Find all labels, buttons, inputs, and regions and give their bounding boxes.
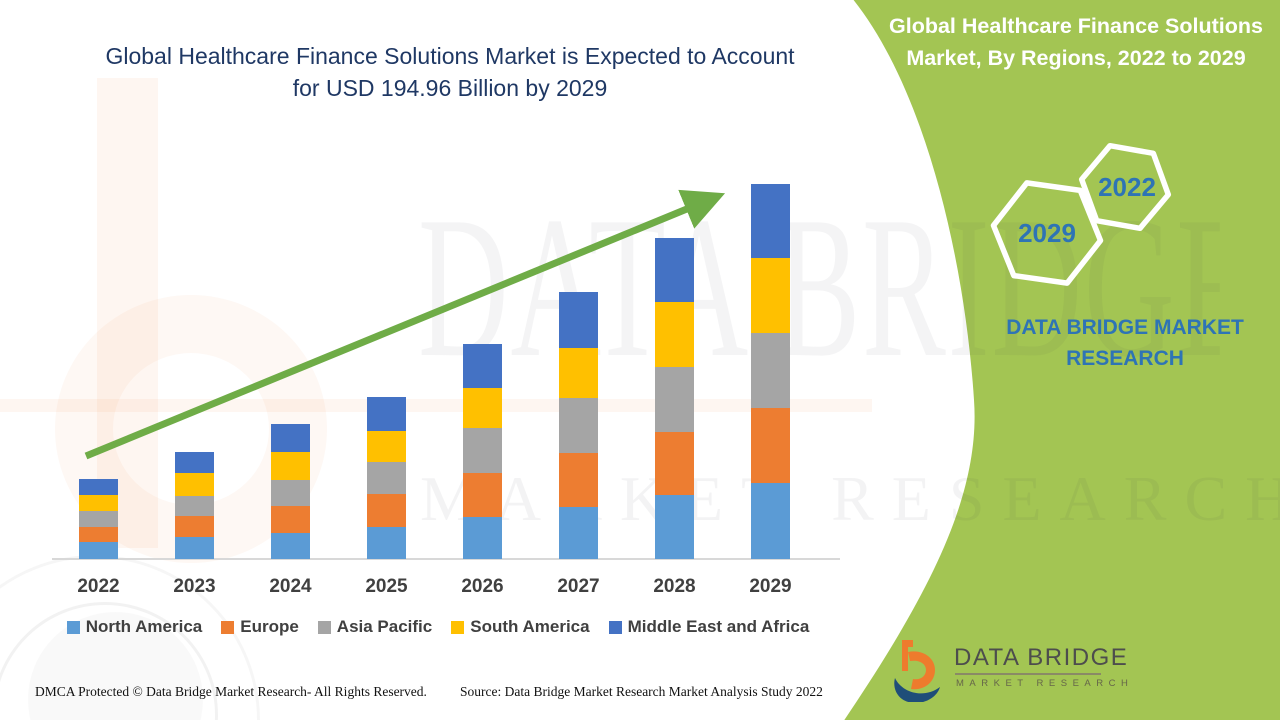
year-label-2027: 2027 xyxy=(557,576,600,597)
bar-segment-europe xyxy=(271,506,310,533)
bar-segment-south-america xyxy=(79,495,118,511)
year-label-2026: 2026 xyxy=(461,576,504,597)
bar-segment-south-america xyxy=(559,348,598,398)
logo-subtitle: MARKET RESEARCH xyxy=(956,678,1134,689)
legend-item-middle-east-and-africa: Middle East and Africa xyxy=(608,617,810,637)
legend-label: North America xyxy=(85,617,203,636)
data-bridge-logo-icon xyxy=(894,640,940,702)
stacked-bar-2026 xyxy=(463,344,502,559)
bar-segment-asia-pacific xyxy=(463,428,502,473)
page-title: Global Healthcare Finance Solutions Mark… xyxy=(90,40,810,104)
bar-segment-north-america xyxy=(367,527,406,559)
side-panel-title: Global Healthcare Finance Solutions Mark… xyxy=(876,10,1276,74)
bar-segment-europe xyxy=(367,494,406,527)
stacked-bar-2029 xyxy=(751,184,790,559)
bar-segment-south-america xyxy=(367,431,406,462)
legend-item-north-america: North America xyxy=(66,617,203,637)
legend-item-south-america: South America xyxy=(451,617,590,637)
bar-segment-middle-east-and-africa xyxy=(367,397,406,431)
bar-segment-asia-pacific xyxy=(79,511,118,527)
company-logo: DATA BRIDGE MARKET RESEARCH xyxy=(894,638,1224,708)
bar-segment-europe xyxy=(175,516,214,537)
bar-segment-asia-pacific xyxy=(559,398,598,453)
stacked-bar-2022 xyxy=(79,479,118,559)
side-panel-title-line1: Global Healthcare Finance Solutions xyxy=(889,14,1263,38)
bar-segment-asia-pacific xyxy=(175,496,214,516)
stacked-bar-chart: 2022 2023 2024 2025 2026 2027 2028 2029 xyxy=(52,184,840,597)
legend-label: South America xyxy=(470,617,590,636)
year-label-2028: 2028 xyxy=(653,576,696,597)
bar-segment-south-america xyxy=(271,452,310,480)
bar-segment-middle-east-and-africa xyxy=(271,424,310,452)
bar-segment-north-america xyxy=(175,537,214,559)
legend-swatch-icon xyxy=(608,620,622,634)
bar-segment-europe xyxy=(655,432,694,495)
legend-swatch-icon xyxy=(317,620,331,634)
bar-segment-north-america xyxy=(463,517,502,559)
hexagon-badges xyxy=(990,142,1172,286)
bar-segment-europe xyxy=(559,453,598,507)
legend-label: Middle East and Africa xyxy=(627,617,810,636)
stacked-bar-2025 xyxy=(367,397,406,559)
year-label-2029: 2029 xyxy=(749,576,792,597)
page-title-line1: Global Healthcare Finance Solutions Mark… xyxy=(105,43,795,69)
bar-segment-middle-east-and-africa xyxy=(751,184,790,258)
legend-item-europe: Europe xyxy=(221,617,299,637)
logo-divider xyxy=(955,673,1101,675)
bar-segment-europe xyxy=(751,408,790,483)
hexagon-label-2022: 2022 xyxy=(1098,172,1156,202)
legend: North America Europe Asia Pacific South Ame… xyxy=(48,617,828,637)
legend-swatch-icon xyxy=(221,620,235,634)
side-panel-title-line2: Market, By Regions, 2022 to 2029 xyxy=(906,46,1246,70)
bar-segment-north-america xyxy=(751,483,790,559)
bar-segment-asia-pacific xyxy=(751,333,790,408)
brand-text-line2: RESEARCH xyxy=(1066,347,1184,370)
green-ribbon-shape xyxy=(844,0,1280,720)
footer-copyright: DMCA Protected © Data Bridge Market Rese… xyxy=(35,684,427,699)
bar-segment-middle-east-and-africa xyxy=(79,479,118,495)
bar-segment-north-america xyxy=(79,542,118,559)
bar-segment-south-america xyxy=(463,388,502,428)
legend-swatch-icon xyxy=(66,620,80,634)
bar-segment-south-america xyxy=(655,302,694,367)
x-axis-line xyxy=(52,558,840,560)
stacked-bar-2024 xyxy=(271,424,310,559)
year-label-2024: 2024 xyxy=(269,576,312,597)
stacked-bar-2028 xyxy=(655,238,694,559)
bar-segment-north-america xyxy=(271,533,310,559)
year-label-2023: 2023 xyxy=(173,576,216,597)
brand-text-line1: DATA BRIDGE MARKET xyxy=(1006,316,1244,339)
bar-segment-middle-east-and-africa xyxy=(655,238,694,302)
legend-label: Asia Pacific xyxy=(336,617,433,636)
year-label-2025: 2025 xyxy=(365,576,408,597)
bar-segment-south-america xyxy=(175,473,214,496)
bar-segment-europe xyxy=(463,473,502,517)
bar-segment-asia-pacific xyxy=(271,480,310,506)
year-label-2022: 2022 xyxy=(77,576,120,597)
bar-segment-north-america xyxy=(559,507,598,559)
bar-segment-asia-pacific xyxy=(655,367,694,432)
legend-swatch-icon xyxy=(451,620,465,634)
hexagon-badge-2022 xyxy=(1078,142,1172,232)
stacked-bar-2027 xyxy=(559,292,598,559)
legend-label: Europe xyxy=(240,617,299,636)
footer-source: Source: Data Bridge Market Research Mark… xyxy=(460,684,823,699)
page-title-line2: for USD 194.96 Billion by 2029 xyxy=(292,75,608,101)
bar-segment-europe xyxy=(79,527,118,542)
logo-wordmark: DATA BRIDGE xyxy=(954,644,1129,671)
stacked-bar-2023 xyxy=(175,452,214,559)
bar-segment-north-america xyxy=(655,495,694,559)
hexagon-label-2029: 2029 xyxy=(1018,218,1076,248)
bar-segment-asia-pacific xyxy=(367,462,406,494)
bar-segment-middle-east-and-africa xyxy=(559,292,598,348)
bar-segment-middle-east-and-africa xyxy=(175,452,214,473)
brand-text: DATA BRIDGE MARKET RESEARCH xyxy=(970,312,1280,374)
hexagon-badge-2029 xyxy=(990,180,1104,286)
bar-segment-middle-east-and-africa xyxy=(463,344,502,388)
bar-segment-south-america xyxy=(751,258,790,333)
legend-item-asia-pacific: Asia Pacific xyxy=(317,617,433,637)
